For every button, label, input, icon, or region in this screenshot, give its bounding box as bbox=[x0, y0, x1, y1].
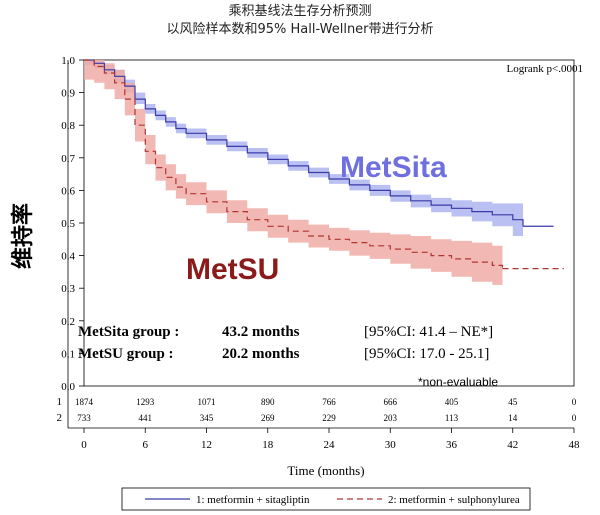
at-risk-cell: 229 bbox=[322, 413, 336, 423]
ci-band-series-2 bbox=[84, 60, 503, 289]
survival-curves bbox=[84, 59, 564, 270]
at-risk-cell: 345 bbox=[200, 413, 214, 423]
svg-text:MetSita group : 43.2 m: MetSita group : 43.2 months [95%CI: 41.4… bbox=[78, 324, 493, 340]
summary-group-1: MetSita group : bbox=[78, 324, 179, 340]
footnote: *non-evaluable bbox=[418, 375, 498, 389]
x-tick-label: 6 bbox=[143, 439, 149, 451]
at-risk-row-label: 2 bbox=[57, 412, 63, 424]
x-tick-label: 48 bbox=[569, 439, 581, 451]
legend-label-1: 1: metformin + sitagliptin bbox=[196, 494, 310, 506]
x-tick-label: 0 bbox=[81, 439, 87, 451]
logrank-annotation: Logrank p<.0001 bbox=[507, 63, 583, 75]
at-risk-cell: 0 bbox=[572, 397, 577, 407]
x-tick-label: 12 bbox=[201, 439, 212, 451]
x-tick-label: 18 bbox=[262, 439, 274, 451]
series-label-metsita: MetSita bbox=[340, 151, 447, 184]
at-risk-row-label: 1 bbox=[57, 396, 63, 408]
svg-text:MetSU group : 20.2 mo: MetSU group : 20.2 months [95%CI: 17.0 -… bbox=[78, 346, 489, 362]
legend: 1: metformin + sitagliptin 2: metformin … bbox=[121, 487, 531, 511]
x-tick-label: 36 bbox=[446, 439, 458, 451]
at-risk-cell: 733 bbox=[77, 413, 91, 423]
chart-title: 乘积基线法生存分析预测 bbox=[228, 4, 371, 19]
at-risk-cell: 113 bbox=[445, 413, 459, 423]
legend-label-2: 2: metformin + sulphonylurea bbox=[388, 494, 520, 506]
confidence-bands bbox=[84, 60, 523, 289]
x-tick-label: 24 bbox=[324, 439, 336, 451]
x-axis-label: Time (months) bbox=[287, 463, 364, 478]
at-risk-cell: 14 bbox=[508, 413, 518, 423]
summary-median-2: 20.2 months bbox=[222, 346, 300, 362]
x-tick-label: 30 bbox=[385, 439, 397, 451]
at-risk-cell: 405 bbox=[445, 397, 459, 407]
at-risk-table: 1 1874 1293 1071 890 766 666 405 45 0 2 733 441 345 26… bbox=[57, 396, 577, 424]
y-axis-label: 维持率 bbox=[10, 203, 36, 269]
ci-band-series-1 bbox=[84, 60, 523, 246]
summary-group-2: MetSU group : bbox=[78, 346, 174, 362]
chart-subtitle: 以风险样本数和95% Hall-Wellner带进行分析 bbox=[166, 22, 433, 37]
survival-line-series-2 bbox=[84, 59, 504, 269]
survival-line-series-1 bbox=[84, 59, 524, 227]
summary-ci-2: [95%CI: 17.0 - 25.1] bbox=[364, 346, 489, 362]
at-risk-cell: 666 bbox=[384, 397, 398, 407]
axes-group: 0.00.10.20.30.40.50.60.70.80.91.00 6 12 18 2… bbox=[61, 55, 580, 451]
at-risk-cell: 1293 bbox=[136, 397, 155, 407]
at-risk-cell: 1071 bbox=[198, 397, 216, 407]
x-tick-label: 42 bbox=[507, 439, 518, 451]
at-risk-cell: 1874 bbox=[75, 397, 94, 407]
summary-median-1: 43.2 months bbox=[222, 324, 300, 340]
legend-box bbox=[121, 487, 531, 511]
at-risk-cell: 766 bbox=[322, 397, 336, 407]
at-risk-cell: 203 bbox=[384, 413, 398, 423]
at-risk-cell: 269 bbox=[261, 413, 275, 423]
series-label-metsu: MetSU bbox=[186, 253, 279, 286]
summary-ci-1: [95%CI: 41.4 – NE*] bbox=[364, 324, 493, 340]
at-risk-cell: 45 bbox=[508, 397, 518, 407]
at-risk-cell: 890 bbox=[261, 397, 275, 407]
at-risk-cell: 0 bbox=[572, 413, 577, 423]
at-risk-cell: 441 bbox=[139, 413, 153, 423]
group-summary: MetSita group : 43.2 months [95%CI: 41.4… bbox=[78, 324, 493, 362]
